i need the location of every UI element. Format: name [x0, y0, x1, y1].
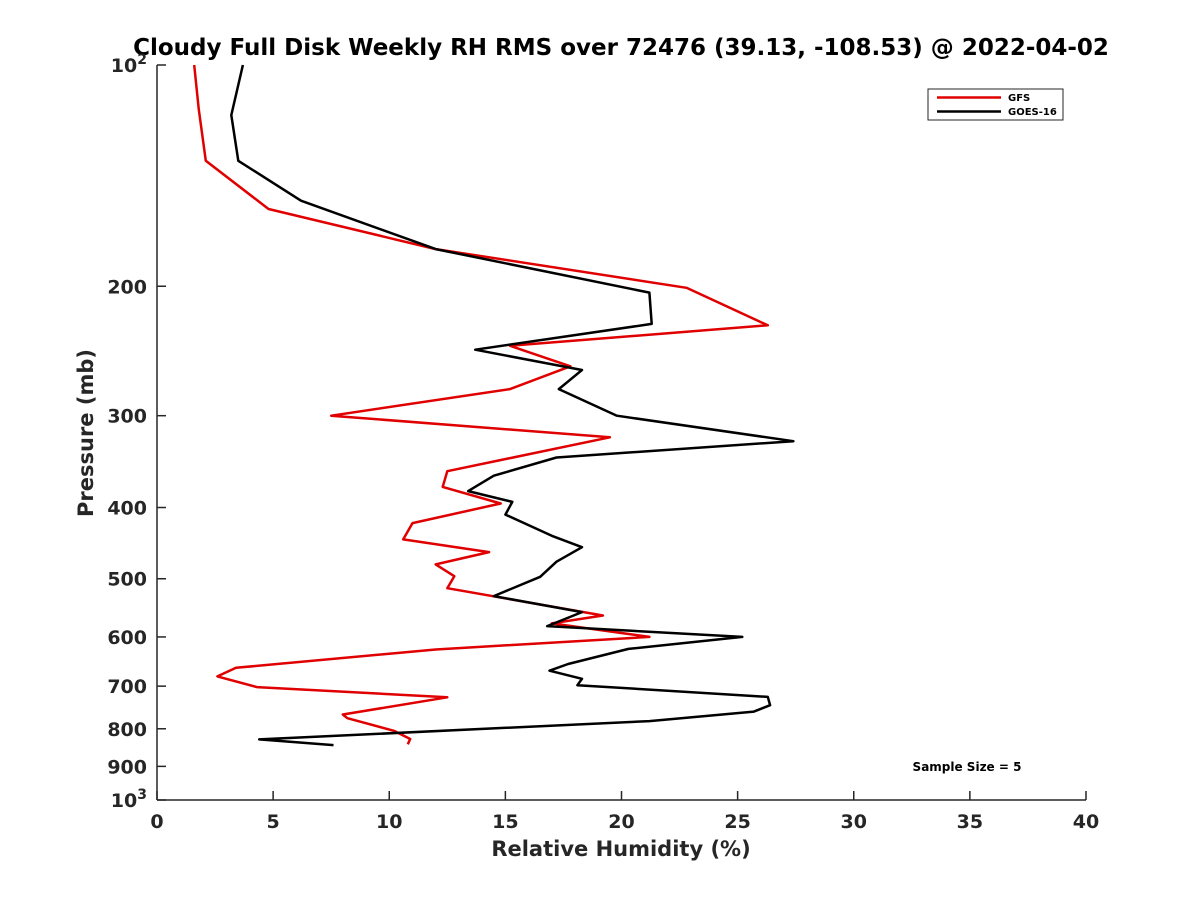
y-tick-label: 103: [111, 787, 147, 812]
series-line-gfs: [192, 64, 770, 745]
y-tick-label: 400: [107, 498, 147, 520]
y-tick-label: 200: [107, 276, 147, 298]
chart-title: Cloudy Full Disk Weekly RH RMS over 7247…: [133, 35, 1109, 61]
x-tick-label: 30: [841, 811, 867, 833]
x-tick-label: 15: [492, 811, 518, 833]
series-line-goes16: [230, 64, 795, 747]
x-tick-label: 0: [150, 811, 163, 833]
y-tick-label: 800: [107, 719, 147, 741]
y-tick-exponent: 2: [137, 52, 147, 68]
y-tick-label: 102: [111, 52, 147, 77]
y-tick-label: 900: [107, 756, 147, 778]
x-ticks: 0 5 10 15 20 25 30 35 40: [150, 791, 1099, 833]
legend-label-gfs: GFS: [1008, 93, 1030, 104]
legend: GFS GOES-16: [927, 88, 1064, 121]
y-tick-label: 500: [107, 569, 147, 591]
x-tick-label: 25: [724, 811, 750, 833]
sample-size-annotation: Sample Size = 5: [913, 760, 1022, 774]
plot-series: [192, 64, 795, 747]
x-tick-label: 35: [957, 811, 983, 833]
legend-label-goes16: GOES-16: [1008, 107, 1057, 118]
y-ticks: 102 200 300 400 500 600 700 800 900 103: [107, 52, 166, 812]
y-tick-exponent: 3: [137, 787, 147, 803]
axes: 0 5 10 15 20 25 30 35 40 102 200 300 400 500 600 700 80…: [107, 52, 1099, 833]
y-tick-label: 700: [107, 676, 147, 698]
x-tick-label: 20: [608, 811, 634, 833]
x-tick-label: 5: [267, 811, 280, 833]
y-tick-label: 300: [107, 406, 147, 428]
x-axis-label: Relative Humidity (%): [491, 837, 750, 861]
x-tick-label: 40: [1073, 811, 1099, 833]
legend-box: [927, 88, 1064, 121]
y-axis-label: Pressure (mb): [74, 349, 98, 517]
y-tick-label: 600: [107, 627, 147, 649]
x-tick-label: 10: [376, 811, 402, 833]
